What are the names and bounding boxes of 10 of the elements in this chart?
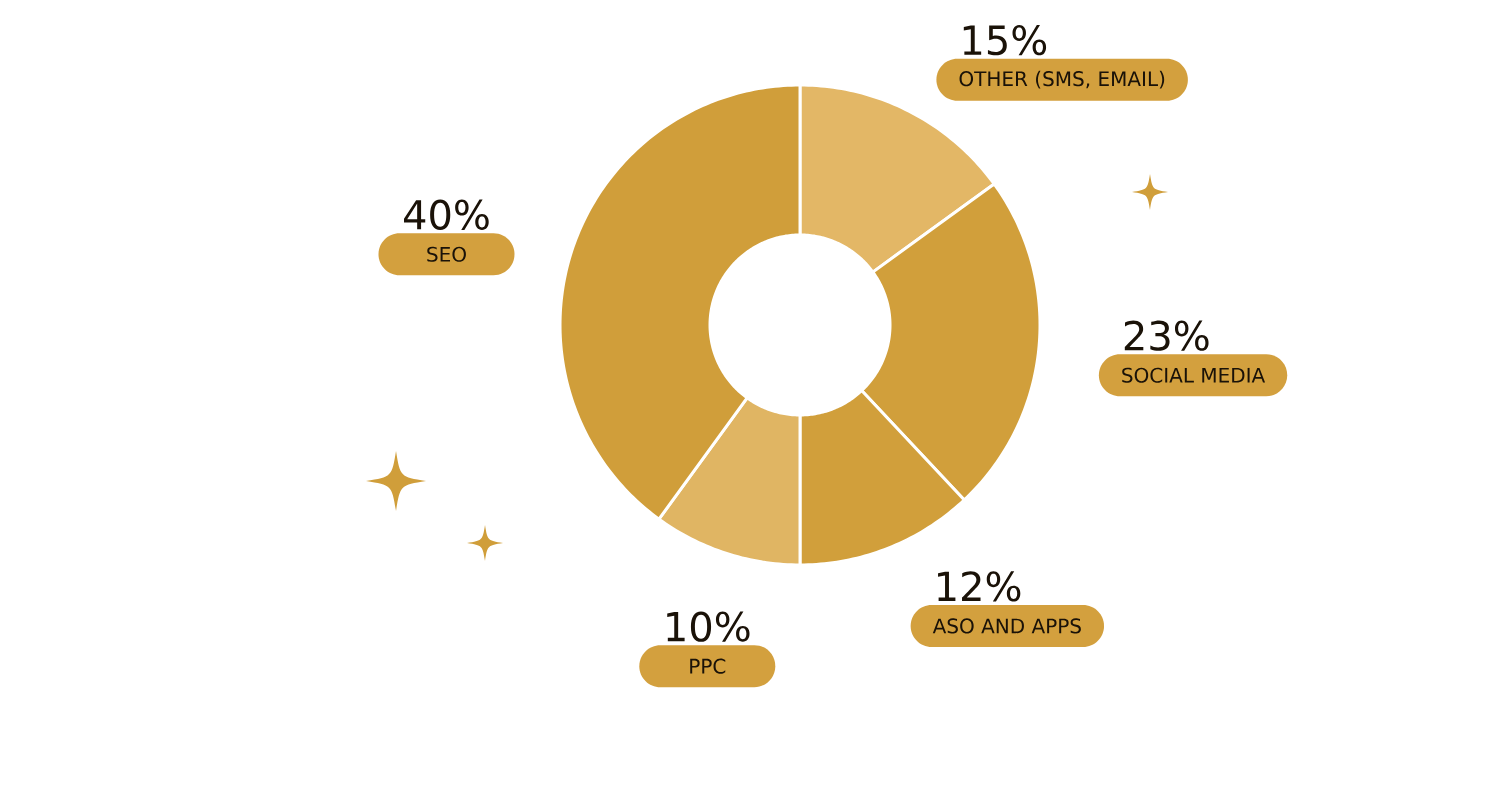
data-label: 12% — [938, 571, 1021, 602]
data-label: 10% — [667, 611, 750, 642]
slice-label: ASO AND APPS — [932, 618, 1081, 634]
slice-label: PPC — [690, 658, 726, 674]
slice-label: SOCIAL MEDIA — [1122, 367, 1266, 383]
slice-label: OTHER (SMS, EMAIL) — [959, 70, 1165, 89]
data-label: 23% — [1124, 320, 1209, 351]
data-label: 40% — [404, 199, 489, 230]
slice-label: SEO — [427, 246, 466, 262]
data-label: 15% — [963, 25, 1047, 56]
